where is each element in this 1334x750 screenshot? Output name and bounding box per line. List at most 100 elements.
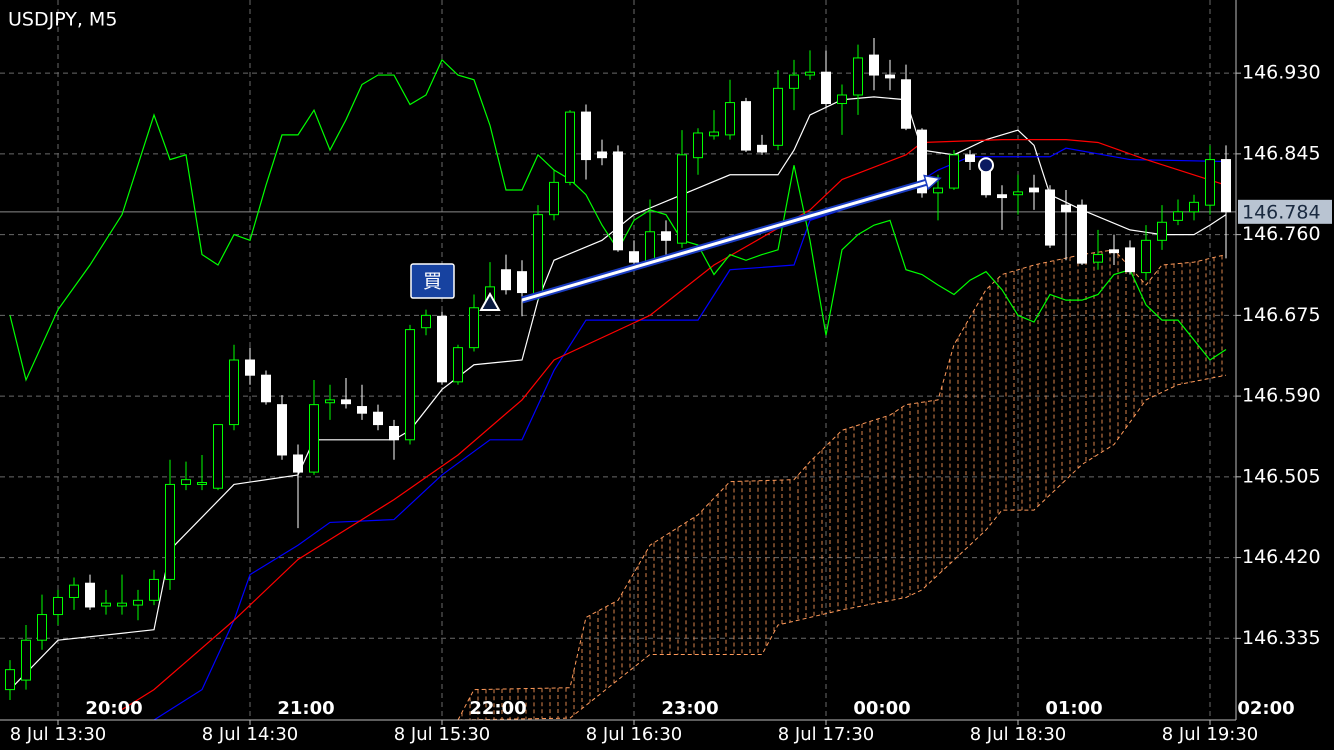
candle-body	[629, 251, 639, 263]
candle-body	[693, 132, 703, 159]
x2-tick-label: 21:00	[277, 698, 334, 719]
candle-body	[261, 374, 271, 403]
candle-body	[869, 54, 879, 76]
cloud-lower	[457, 374, 1227, 720]
candle-body	[213, 424, 223, 489]
indicator-line	[121, 139, 1227, 711]
candle-body	[1221, 159, 1231, 213]
candle-body	[741, 101, 751, 151]
candle-body	[373, 411, 383, 426]
candle-body	[677, 154, 687, 244]
axes: 146.930 146.845 146.760 146.675 146.590 146.5…	[10, 62, 1332, 745]
y-tick-label: 146.420	[1242, 546, 1321, 568]
candle-body	[133, 599, 143, 606]
cloud	[457, 249, 1227, 720]
candle-body	[661, 231, 671, 241]
candle-body	[805, 71, 815, 76]
candle-body	[21, 639, 31, 681]
candle-body	[389, 425, 399, 441]
candle-body	[981, 171, 991, 196]
x-tick-label: 8 Jul 19:30	[1162, 724, 1259, 745]
x2-tick-label: 23:00	[661, 698, 718, 719]
y-tick-label: 146.930	[1242, 62, 1321, 84]
candle-body	[1125, 247, 1135, 273]
candle-body	[325, 399, 335, 404]
candle-body	[533, 214, 543, 295]
candle-body	[885, 74, 895, 79]
candle-body	[469, 307, 479, 349]
candle-body	[1109, 249, 1119, 254]
x-tick-label: 8 Jul 15:30	[394, 724, 491, 745]
candle-body	[565, 111, 575, 183]
x-tick-label: 8 Jul 13:30	[10, 724, 107, 745]
candle-body	[789, 74, 799, 89]
candle-body	[421, 314, 431, 329]
candle-body	[549, 181, 559, 216]
x-tick-label: 8 Jul 14:30	[202, 724, 299, 745]
candle-body	[117, 602, 127, 607]
candle-body	[773, 87, 783, 146]
indicator-line	[153, 147, 1227, 720]
candle-body	[277, 404, 287, 456]
candle-body	[1013, 191, 1023, 196]
candle-body	[725, 102, 735, 136]
current-price-label: 146.784	[1242, 201, 1321, 223]
candle-body	[1189, 201, 1199, 213]
candle-body	[293, 454, 303, 473]
candle-body	[165, 483, 175, 580]
cloud-upper	[457, 249, 1227, 720]
candle-body	[1205, 159, 1215, 206]
x2-tick-label: 22:00	[469, 698, 526, 719]
candle-body	[597, 151, 607, 159]
candle-body	[405, 329, 415, 441]
candles	[5, 37, 1231, 701]
x-tick-label: 8 Jul 17:30	[778, 724, 875, 745]
trade-arrow	[521, 178, 935, 302]
candle-body	[1061, 204, 1071, 213]
candle-body	[613, 151, 623, 251]
candle-body	[853, 57, 863, 96]
candle-body	[5, 669, 15, 691]
trade-exit-marker	[978, 157, 994, 174]
candle-body	[453, 347, 463, 383]
candle-body	[949, 154, 959, 189]
candle-body	[229, 359, 239, 426]
candle-body	[357, 406, 367, 414]
x-tick-label: 8 Jul 16:30	[586, 724, 683, 745]
x2-tick-label: 02:00	[1237, 698, 1294, 719]
x2-tick-label: 20:00	[85, 698, 142, 719]
y-tick-label: 146.760	[1242, 223, 1321, 245]
chart-title: USDJPY, M5	[8, 9, 117, 31]
candle-body	[437, 315, 447, 383]
candle-body	[933, 187, 943, 194]
candle-body	[757, 144, 767, 153]
candle-body	[1029, 187, 1039, 193]
candle-body	[1077, 204, 1087, 264]
candle-body	[901, 79, 911, 129]
candle-body	[181, 479, 191, 485]
candle-body	[37, 614, 47, 641]
candle-body	[1141, 239, 1151, 274]
candle-body	[101, 602, 111, 607]
y-tick-label: 146.335	[1242, 627, 1321, 649]
trade-badge-label: 買	[423, 271, 442, 293]
trade-arrow-head	[923, 174, 942, 191]
candle-body	[149, 578, 159, 601]
candle-body	[917, 129, 927, 194]
current-price-tag	[1238, 199, 1332, 224]
x2-tick-label: 01:00	[1045, 698, 1102, 719]
candle-body	[85, 582, 95, 608]
candle-body	[997, 194, 1007, 199]
candle-body	[581, 111, 591, 161]
candle-body	[53, 596, 63, 616]
candle-body	[645, 231, 655, 263]
candle-body	[1045, 189, 1055, 246]
overlay: 買	[410, 157, 994, 312]
candle-body	[197, 482, 207, 485]
trade-badge	[410, 263, 455, 299]
candle-body	[501, 269, 511, 291]
trade-entry-marker	[479, 291, 501, 312]
x2-tick-label: 00:00	[853, 698, 910, 719]
